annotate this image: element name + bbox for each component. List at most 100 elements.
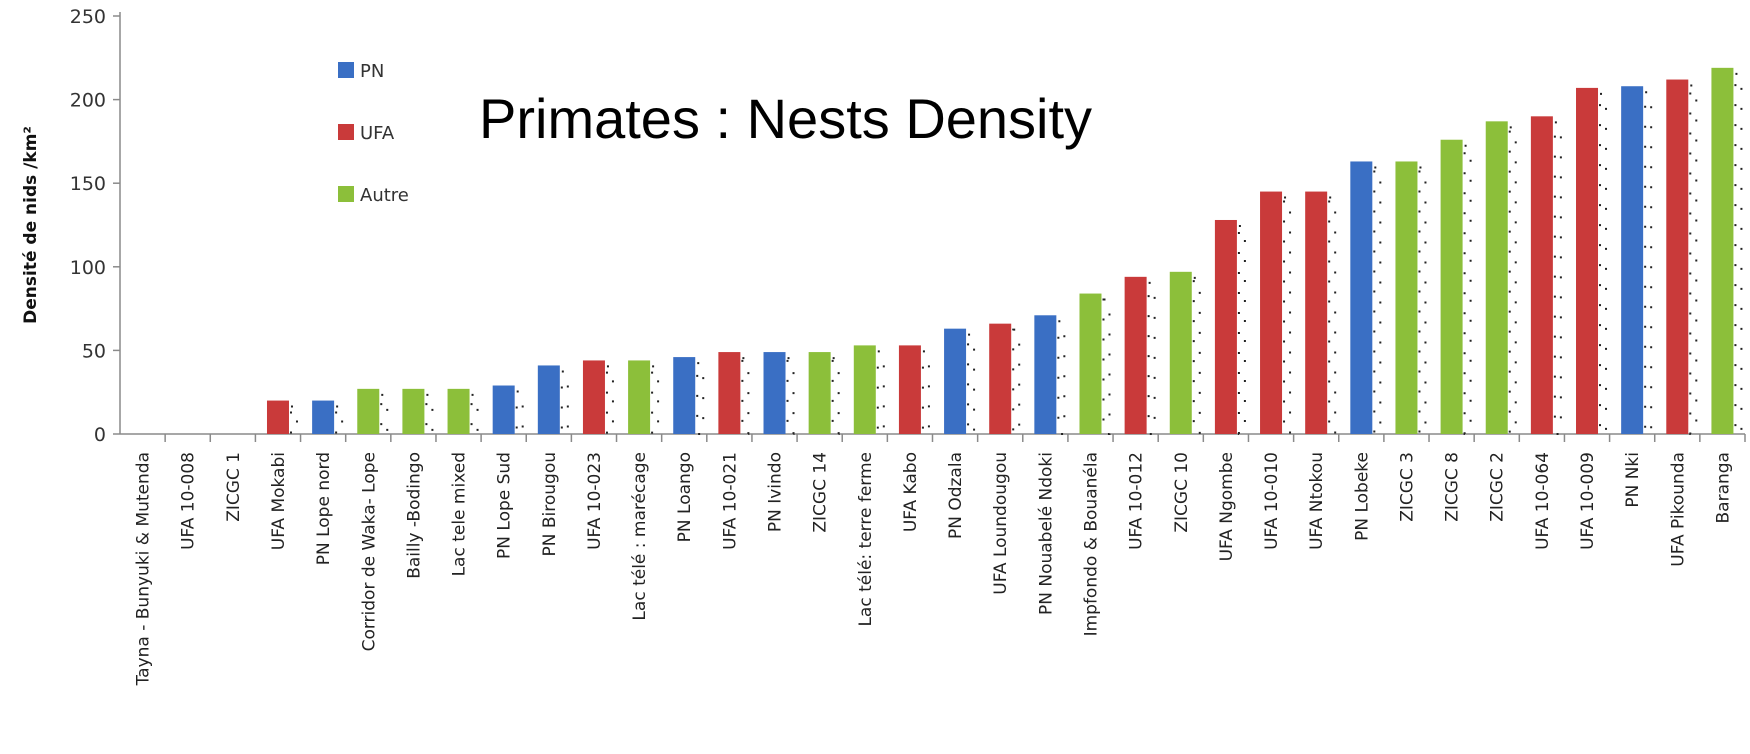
y-tick-label: 50 [82,340,106,362]
bar [1530,116,1553,434]
x-category-label: UFA 10-008 [179,452,199,550]
x-category-label: UFA 10-012 [1127,452,1147,550]
legend-swatch [338,124,354,140]
bar [357,388,380,434]
bar-shadow [1599,92,1608,436]
bar [266,400,289,434]
x-category-label: UFA 10-010 [1262,452,1282,550]
x-category-label: PN Loango [675,452,695,542]
x-category-label: ZICGC 1 [224,452,244,522]
bar [853,345,876,434]
legend-label: Autre [360,185,409,206]
bar [763,352,786,434]
x-category-label: Lac tele mixed [450,452,470,576]
bar-shadow [876,350,885,435]
x-axis-labels: Tayna - Bunyuki & Mutenda UFA 10-008 ZICGC… [134,452,1734,686]
y-axis-ticks: 0 50 100 150 200 250 [70,6,120,446]
bar-shadow [1012,328,1021,436]
legend-swatch [338,186,354,202]
bar-shadow [1418,166,1427,436]
bars [266,67,1743,436]
bar [944,328,967,434]
bar-shadow [921,350,930,435]
legend-label: UFA [360,123,395,144]
y-tick-label: 250 [70,6,106,28]
bar [1169,271,1192,434]
bar-shadow [1463,144,1472,435]
legend-label: PN [360,61,384,82]
y-tick-label: 0 [94,424,106,446]
bar [1621,86,1644,434]
bar-shadow [1102,298,1111,435]
x-category-label: PN Lobeke [1352,452,1372,541]
bar-shadow [1734,72,1743,435]
x-category-label: Impfondo & Bouanéla [1081,452,1101,636]
x-category-label: UFA Loundougou [991,452,1011,595]
x-category-label: Tayna - Bunyuki & Mutenda [134,452,154,686]
y-tick-label: 100 [70,257,106,279]
bar [1034,315,1057,434]
x-category-label: PN Nki [1623,452,1643,508]
bar-shadow [1508,126,1517,435]
x-category-label: UFA 10-023 [585,452,605,550]
bar-shadow [380,393,389,435]
x-category-label: Bailly -Bodingo [404,452,424,579]
bar [1124,276,1147,434]
bar [989,323,1012,434]
x-category-label: UFA 10-009 [1578,452,1598,550]
bar [1079,293,1102,434]
bar-shadow [1373,166,1382,436]
x-category-label: Corridor de Waka- Lope [359,452,379,651]
x-category-label: UFA Ntokou [1307,452,1327,550]
x-category-label: ZICGC 3 [1397,452,1417,522]
x-category-label: ZICGC 14 [811,452,831,533]
bar [537,365,560,434]
x-category-label: ZICGC 10 [1172,452,1192,533]
bar [582,360,605,434]
bar-shadow [831,357,840,435]
bar-shadow [1328,196,1337,435]
bar-shadow [696,362,705,436]
x-category-label: PN Lope nord [314,452,334,565]
y-axis-title: Densité de nids /km² [21,126,41,324]
bar [808,352,831,434]
legend: PN UFA Autre [338,61,409,206]
x-category-label: UFA 10-064 [1533,452,1553,550]
x-category-label: UFA 10-021 [720,452,740,550]
bar [1350,161,1373,435]
y-tick-label: 150 [70,173,106,195]
axes [119,12,1746,442]
bar-shadow [1192,276,1201,436]
bar-shadow [605,365,614,436]
x-category-label: Lac télé: terre ferme [856,452,876,627]
bar-shadow [651,365,660,436]
bar [402,388,425,434]
bar-shadow [1147,281,1156,435]
x-category-label: PN Odzala [946,452,966,539]
bar-shadow [786,357,795,435]
x-category-label: UFA Ngombe [1217,452,1237,561]
bar [1576,87,1599,435]
y-tick-label: 200 [70,90,106,112]
x-category-label: PN Lope Sud [495,452,515,559]
x-category-label: ZICGC 8 [1443,452,1463,522]
bar-shadow [470,393,479,435]
bar-shadow [289,405,298,435]
x-category-label: UFA Kabo [901,452,921,532]
x-category-label: ZICGC 2 [1488,452,1508,522]
x-category-label: PN Ivindo [766,452,786,532]
x-category-label: PN Nouabelé Ndoki [1036,452,1056,615]
legend-swatch [338,62,354,78]
bar-shadow [1283,196,1292,435]
bar-shadow [1553,121,1562,435]
bar-shadow [1644,91,1653,435]
x-category-label: UFA Mokabi [269,452,289,550]
bar-shadow [1237,224,1246,435]
bar-shadow [560,370,569,435]
bar-shadow [1057,320,1066,435]
bar [1666,79,1689,434]
bar [673,357,696,434]
bar [1440,139,1463,434]
bar [312,400,335,434]
